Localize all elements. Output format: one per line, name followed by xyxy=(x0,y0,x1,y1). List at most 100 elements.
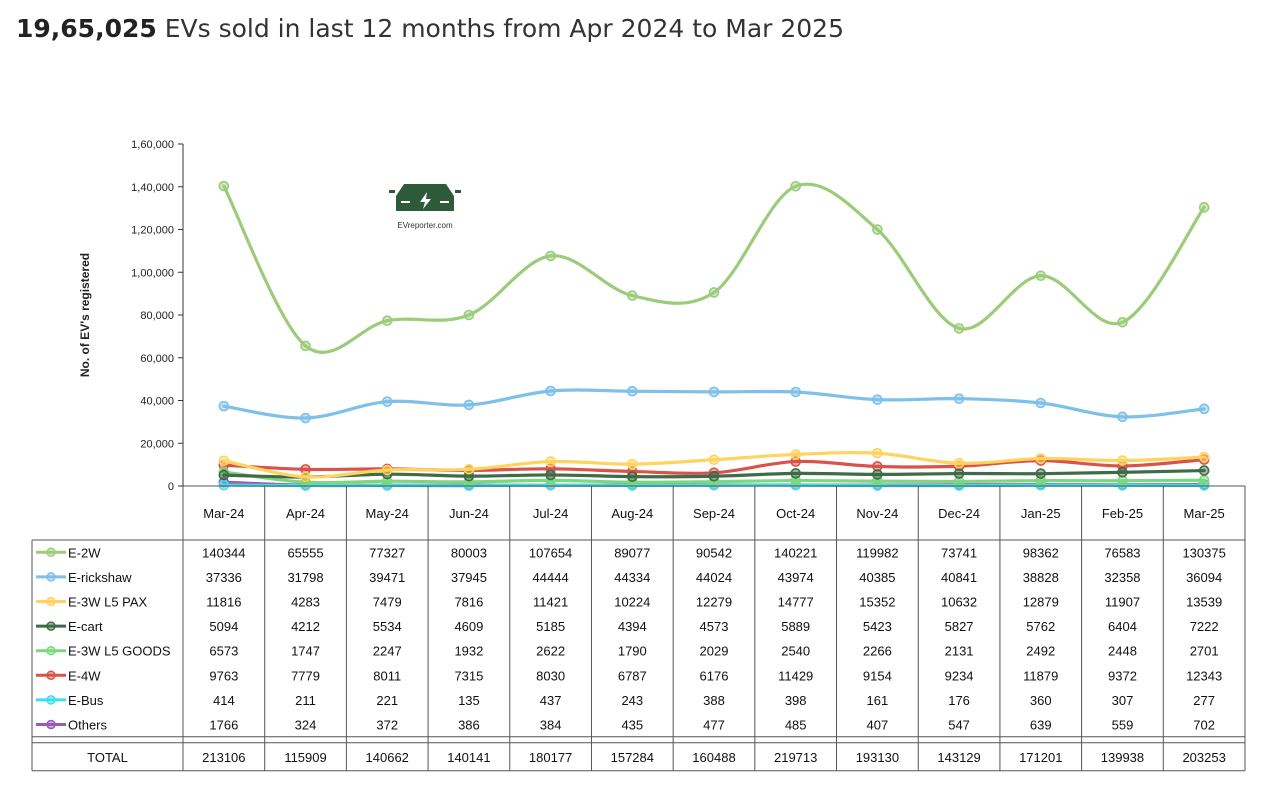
page-headline: 19,65,025 EVs sold in last 12 months fro… xyxy=(16,14,844,43)
series-line xyxy=(222,388,1206,420)
data-cell: 11907 xyxy=(1105,595,1140,610)
data-point xyxy=(1035,453,1047,464)
legend-label: E-2W xyxy=(68,545,101,560)
table-row: E-Bus 414 211 221 135 437 243 388 398 161 176 360 30… xyxy=(36,693,1215,708)
data-cell: 11879 xyxy=(1023,668,1058,683)
data-cell: 4609 xyxy=(454,619,483,634)
series-e-2w xyxy=(218,180,1210,354)
data-point xyxy=(1198,202,1210,213)
x-tick-label: Apr-24 xyxy=(286,506,325,521)
data-cell: 5762 xyxy=(1026,619,1055,634)
data-point xyxy=(1198,403,1210,415)
data-cell: 6176 xyxy=(700,668,729,683)
data-point xyxy=(953,323,965,334)
data-cell: 119982 xyxy=(856,545,898,560)
y-axis: 0 20,000 40,000 60,000 80,000 1,00,000 1,20,00… xyxy=(78,139,184,493)
data-point xyxy=(1198,474,1210,486)
data-cell: 1766 xyxy=(209,718,238,733)
data-cell: 31798 xyxy=(287,570,323,585)
data-cell: 89077 xyxy=(614,545,650,560)
data-cell: 40841 xyxy=(941,570,977,585)
data-point xyxy=(953,457,965,469)
data-point xyxy=(300,412,311,424)
data-cell: 1932 xyxy=(454,644,483,659)
data-cell: 140344 xyxy=(202,545,245,560)
data-point xyxy=(872,469,883,480)
data-cell: 702 xyxy=(1193,718,1215,733)
data-cell: 73741 xyxy=(941,545,977,560)
data-cell: 140221 xyxy=(774,545,817,560)
data-cell: 10224 xyxy=(614,595,650,610)
total-cell: 180177 xyxy=(529,750,572,765)
data-point xyxy=(627,385,638,397)
x-tick-label: Sep-24 xyxy=(693,506,735,521)
data-cell: 398 xyxy=(785,693,807,708)
legend-label: E-Bus xyxy=(68,693,104,708)
data-point xyxy=(545,469,556,481)
x-tick-label: Mar-25 xyxy=(1184,506,1225,521)
data-cell: 485 xyxy=(785,718,807,733)
data-point xyxy=(1117,411,1128,423)
data-cell: 44334 xyxy=(614,570,650,585)
data-cell: 130375 xyxy=(1182,545,1225,560)
data-cell: 4394 xyxy=(618,619,647,634)
data-cell: 9372 xyxy=(1108,668,1137,683)
data-cell: 384 xyxy=(540,718,562,733)
data-point xyxy=(708,287,720,298)
data-cell: 2492 xyxy=(1026,644,1055,659)
legend-key-marker xyxy=(46,621,56,631)
y-tick-label: 1,20,000 xyxy=(131,225,174,237)
data-point xyxy=(627,458,638,470)
total-cell: 139938 xyxy=(1101,750,1144,765)
series-layer xyxy=(218,180,1210,492)
data-cell: 477 xyxy=(703,718,725,733)
table-row: E-2W 140344 65555 77327 80003 107654 89077 9054… xyxy=(36,545,1226,560)
x-tick-label: Nov-24 xyxy=(856,506,898,521)
data-cell: 388 xyxy=(703,693,725,708)
total-cell: 115909 xyxy=(284,750,326,765)
data-cell: 135 xyxy=(458,693,480,708)
data-cell: 435 xyxy=(621,718,643,733)
total-cell: 160488 xyxy=(692,750,735,765)
bolt-icon xyxy=(420,192,431,209)
total-cell: 140141 xyxy=(447,750,490,765)
data-table: Mar-24 Apr-24 May-24 Jun-24 Jul-24 Aug-24 Sep-… xyxy=(31,485,1246,772)
legend-key-marker xyxy=(46,645,56,656)
data-cell: 307 xyxy=(1112,693,1134,708)
data-cell: 5423 xyxy=(863,619,892,634)
data-cell: 6404 xyxy=(1108,619,1137,634)
y-tick-label: 0 xyxy=(168,481,174,493)
data-cell: 43974 xyxy=(778,570,814,585)
data-cell: 211 xyxy=(295,693,316,708)
data-cell: 2266 xyxy=(863,644,892,659)
data-point xyxy=(218,469,230,481)
data-cell: 12879 xyxy=(1023,595,1059,610)
data-point xyxy=(790,449,801,460)
data-point xyxy=(381,464,393,476)
evreporter-logo: EVreporter.com xyxy=(389,184,461,230)
total-cell: 203253 xyxy=(1182,750,1225,765)
y-tick-label: 1,00,000 xyxy=(131,267,174,279)
legend-key-marker xyxy=(46,547,56,558)
data-point xyxy=(1117,467,1128,478)
data-cell: 7222 xyxy=(1190,619,1219,634)
data-point xyxy=(627,471,638,482)
data-point xyxy=(1117,475,1128,487)
data-cell: 37945 xyxy=(451,570,487,585)
data-cell: 559 xyxy=(1112,718,1134,733)
data-point xyxy=(1198,465,1210,476)
data-cell: 44444 xyxy=(533,570,569,585)
data-point xyxy=(381,315,393,327)
x-tick-label: Jun-24 xyxy=(449,506,489,521)
table-row: E-3W L5 PAX 11816 4283 7479 7816 11421 10224 12… xyxy=(36,595,1222,610)
data-cell: 1747 xyxy=(291,644,320,659)
series-line xyxy=(222,450,1206,479)
data-cell: 7479 xyxy=(373,595,402,610)
data-cell: 547 xyxy=(948,718,970,733)
data-point xyxy=(953,468,965,479)
data-cell: 372 xyxy=(376,718,398,733)
data-cell: 77327 xyxy=(369,545,405,560)
data-cell: 10632 xyxy=(941,595,977,610)
data-cell: 2540 xyxy=(781,644,810,659)
